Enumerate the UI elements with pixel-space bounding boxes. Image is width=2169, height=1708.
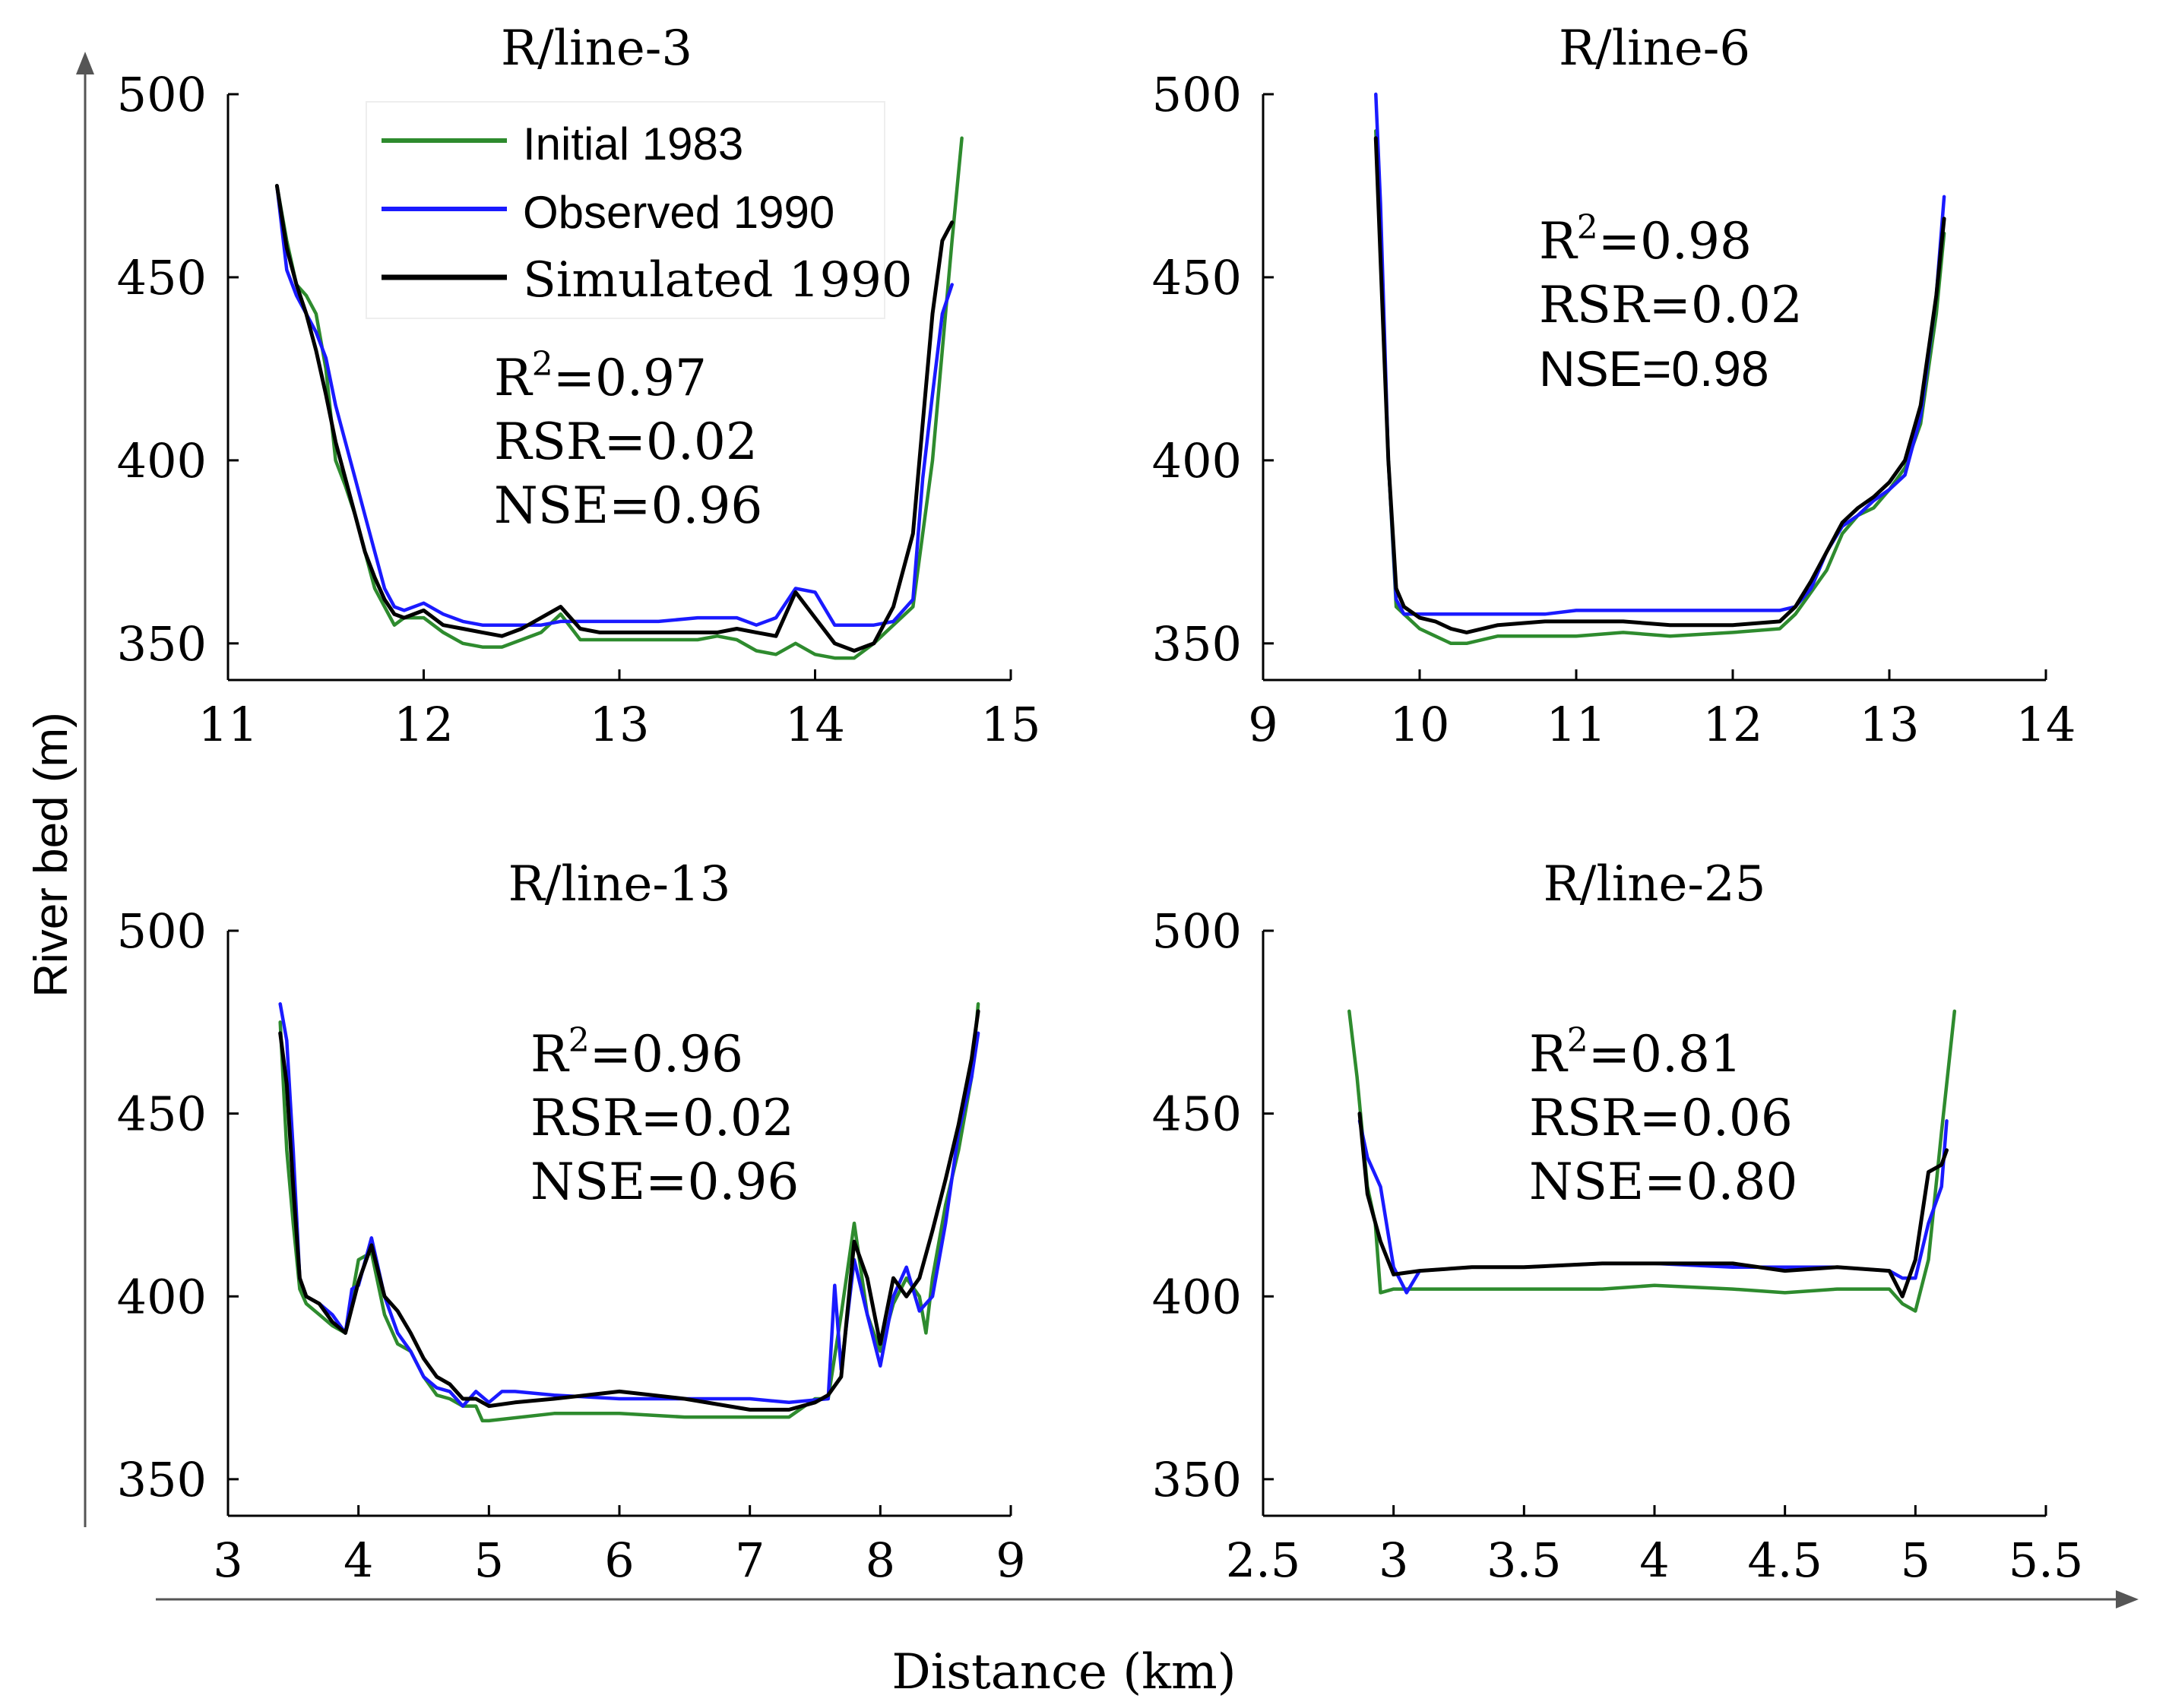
stat-r2: R2=0.96 <box>530 1021 743 1083</box>
y-tick-label: 400 <box>1152 1269 1242 1324</box>
series-line-initial-1983 <box>275 136 964 660</box>
legend-label-simulated: Simulated 1990 <box>523 252 913 308</box>
x-tick-label: 8 <box>866 1532 895 1588</box>
x-tick-label: 11 <box>1547 697 1607 752</box>
x-tick-label: 12 <box>1703 697 1763 752</box>
x-tick-label: 9 <box>996 1532 1025 1588</box>
series-line-simulated-1990 <box>1357 1112 1949 1298</box>
x-tick-label: 13 <box>1860 697 1920 752</box>
x-tick-label: 3 <box>1379 1532 1408 1588</box>
panel-r-line-3: R/line-3 350 400 450 500 11 12 13 14 15 R2=0.97 RSR… <box>117 21 1041 752</box>
y-tick-label: 450 <box>1152 250 1242 305</box>
y-tick-label: 350 <box>117 1452 207 1507</box>
stat-rsr: RSR=0.02 <box>1539 276 1803 334</box>
x-tick-label: 9 <box>1248 697 1278 752</box>
panel-r-line-6: R/line-6 350 400 450 500 9 10 11 12 13 14 R2=0.98 RS… <box>1152 21 2076 752</box>
series-line-initial-1983 <box>1374 128 1946 646</box>
x-tick-label: 5 <box>474 1532 504 1588</box>
stat-nse: NSE=0.96 <box>494 476 762 535</box>
legend: Initial 1983 Observed 1990 Simulated 199… <box>366 101 913 319</box>
x-tick-label: 6 <box>604 1532 634 1588</box>
y-tick-label: 450 <box>1152 1086 1242 1142</box>
series-line-simulated-1990 <box>274 184 955 653</box>
series-line-simulated-1990 <box>278 1009 980 1412</box>
y-tick-label: 350 <box>117 616 207 672</box>
series-line-simulated-1990 <box>1373 136 1946 634</box>
stat-rsr: RSR=0.02 <box>494 413 758 471</box>
stat-r2: R2=0.98 <box>1539 208 1752 270</box>
x-tick-label: 10 <box>1390 697 1450 752</box>
stat-nse: NSE=0.80 <box>1529 1153 1797 1211</box>
y-tick-label: 350 <box>1152 616 1242 672</box>
global-y-label: River bed (m) <box>25 712 78 998</box>
y-tick-label: 400 <box>1152 433 1242 489</box>
x-tick-label: 3 <box>213 1532 242 1588</box>
panel-title: R/line-3 <box>501 21 692 77</box>
series-line-observed-1990 <box>1374 92 1946 616</box>
y-tick-label: 350 <box>1152 1452 1242 1507</box>
global-x-label: Distance (km) <box>891 1644 1236 1700</box>
panel-r-line-13: R/line-13 350 400 450 500 3 4 5 6 7 8 9 R2=0.96 RSR=0… <box>117 856 1026 1588</box>
x-tick-label: 3.5 <box>1487 1532 1562 1588</box>
stat-rsr: RSR=0.02 <box>530 1089 794 1147</box>
y-tick-label: 500 <box>117 67 207 122</box>
panel-title: R/line-6 <box>1559 21 1750 77</box>
x-tick-label: 2.5 <box>1226 1532 1301 1588</box>
stat-rsr: RSR=0.06 <box>1529 1089 1793 1147</box>
y-tick-label: 450 <box>117 250 207 305</box>
x-tick-label: 4 <box>344 1532 373 1588</box>
x-tick-label: 13 <box>590 697 650 752</box>
x-tick-label: 15 <box>981 697 1041 752</box>
panel-title: R/line-25 <box>1544 856 1766 913</box>
y-tick-label: 500 <box>1152 67 1242 122</box>
legend-label-observed: Observed 1990 <box>523 187 834 238</box>
x-tick-label: 12 <box>394 697 454 752</box>
x-tick-label: 11 <box>198 697 258 752</box>
x-tick-label: 4.5 <box>1747 1532 1822 1588</box>
x-tick-label: 5 <box>1901 1532 1930 1588</box>
panel-title: R/line-13 <box>508 856 731 913</box>
y-tick-label: 400 <box>117 1269 207 1324</box>
series-line-observed-1990 <box>275 184 954 627</box>
x-tick-label: 14 <box>785 697 845 752</box>
stat-nse: NSE=0.98 <box>1539 340 1769 397</box>
x-tick-label: 14 <box>2016 697 2076 752</box>
y-tick-label: 500 <box>117 903 207 959</box>
x-tick-label: 4 <box>1639 1532 1669 1588</box>
stat-r2: R2=0.97 <box>494 345 707 407</box>
x-tick-label: 7 <box>735 1532 765 1588</box>
y-tick-label: 450 <box>117 1086 207 1142</box>
panel-r-line-25: R/line-25 350 400 450 500 2.5 3 3.5 4 4.5 5 5.5 R2=0… <box>1152 856 2084 1588</box>
x-tick-label: 5.5 <box>2009 1532 2084 1588</box>
legend-label-initial: Initial 1983 <box>523 119 743 169</box>
y-tick-label: 400 <box>117 433 207 489</box>
y-tick-label: 500 <box>1152 903 1242 959</box>
stat-r2: R2=0.81 <box>1529 1021 1742 1083</box>
stat-nse: NSE=0.96 <box>530 1153 799 1211</box>
